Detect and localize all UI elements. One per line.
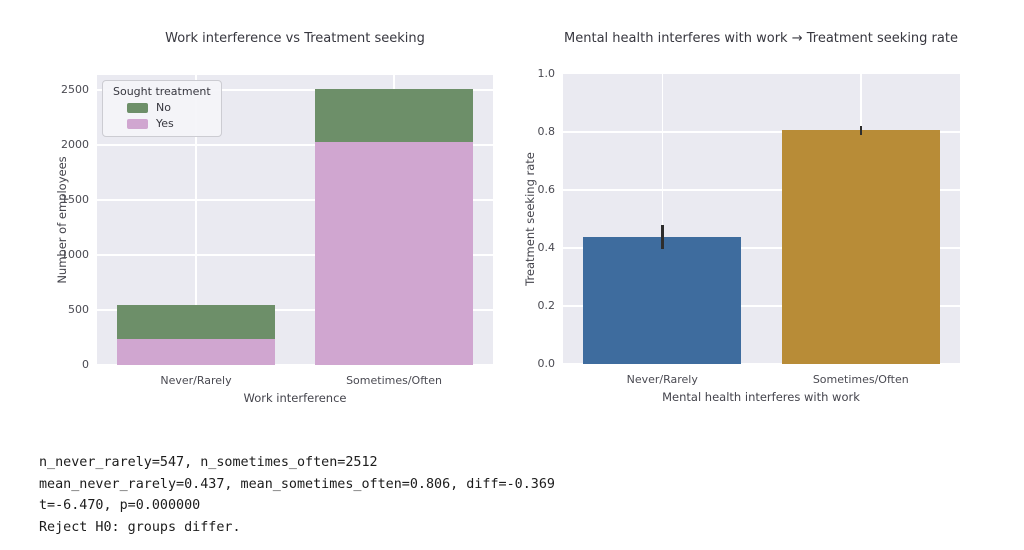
y-tick-label: 0.8 [537,125,556,138]
x-tick-label: Never/Rarely [160,374,232,387]
legend-entry-yes: Yes [127,117,211,130]
y-tick-label: 0.2 [537,299,556,312]
x-axis-label: Mental health interferes with work [662,390,860,404]
y-tick-label: 0.4 [537,241,556,254]
y-tick-label: 1.0 [537,67,556,80]
gridline-horizontal [97,144,493,146]
bar-segment-no [315,88,473,143]
gridline-horizontal [97,364,493,365]
gridline-horizontal [563,363,960,364]
gridline-horizontal [563,305,960,307]
legend-entry-no: No [127,101,211,114]
gridline-horizontal [97,89,493,91]
legend-swatch-no [127,102,148,113]
y-tick-label: 1000 [61,247,89,261]
gridline-vertical [661,74,663,364]
stats-line-conclusion: Reject H0: groups differ. [39,519,241,535]
x-axis-label: Work interference [243,391,347,405]
x-tick-label: Sometimes/Often [346,374,442,387]
stats-output: n_never_rarely=547, n_sometimes_often=25… [39,452,555,538]
plot-area [563,74,960,364]
legend-swatch-yes [127,118,148,129]
error-bar [661,225,664,250]
legend: Sought treatment No Yes [102,80,222,137]
gridline-horizontal [97,309,493,311]
y-axis-label: Number of employees [55,156,69,284]
bar-segment-yes [117,338,275,365]
stats-line-ttest: t=-6.470, p=0.000000 [39,498,201,513]
gridline-horizontal [563,247,960,249]
stats-line-means: mean_never_rarely=0.437, mean_sometimes_… [39,476,555,492]
y-tick-label: 2500 [61,82,89,96]
bar-segment-yes [315,142,473,365]
error-bar [859,125,862,135]
y-tick-label: 0.0 [537,357,556,370]
bar [781,130,940,364]
stats-line-counts: n_never_rarely=547, n_sometimes_often=25… [39,455,378,470]
y-tick-label: 2000 [61,137,89,151]
y-tick-label: 0 [82,358,89,371]
gridline-vertical [195,75,197,365]
legend-title: Sought treatment [113,85,211,98]
bar [583,237,742,364]
y-tick-label: 0.6 [537,183,556,196]
bar-chart-treatment-rate: Mental health interferes with work → Tre… [512,0,1024,435]
x-tick-label: Never/Rarely [626,373,698,386]
gridline-horizontal [97,254,493,256]
plot-area [97,75,493,365]
bar-segment-no [117,304,275,339]
stacked-bar-chart-work-interference: Work interference vs Treatment seeking N… [0,0,512,435]
gridline-horizontal [97,199,493,201]
x-tick-label: Sometimes/Often [812,373,909,386]
chart-title: Work interference vs Treatment seeking [165,31,425,46]
gridline-horizontal [563,189,960,191]
gridline-horizontal [563,131,960,133]
y-tick-label: 500 [68,302,89,316]
chart-title: Mental health interferes with work → Tre… [564,31,958,46]
legend-label: Yes [156,117,174,130]
y-axis-label: Treatment seeking rate [523,152,537,286]
y-tick-label: 1500 [61,192,89,206]
legend-label: No [156,101,171,114]
